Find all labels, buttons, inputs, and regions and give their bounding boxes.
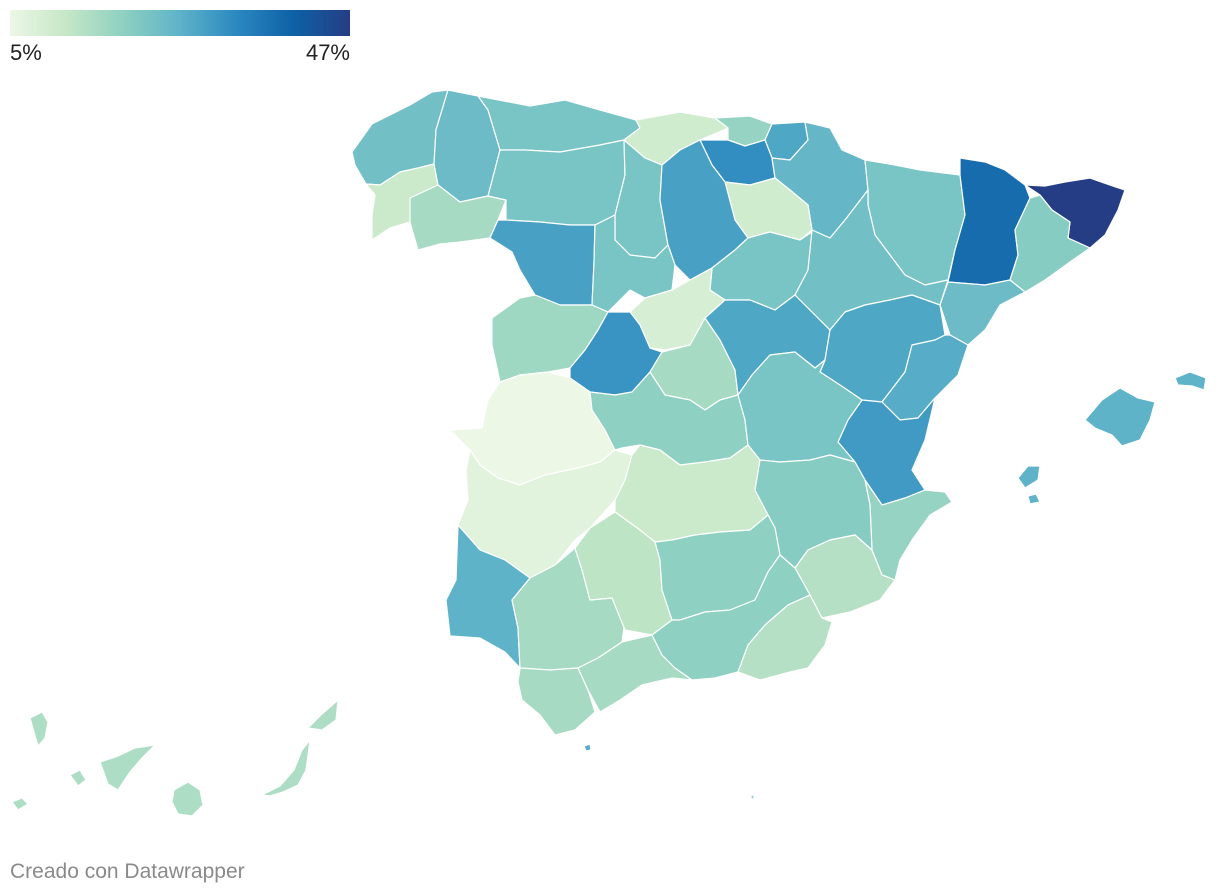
region-mallorca[interactable] [1084, 387, 1156, 447]
region-zamora[interactable] [489, 219, 596, 306]
region-menorca[interactable] [1174, 371, 1207, 391]
region-ibiza[interactable] [1017, 465, 1041, 505]
region-ceuta[interactable] [583, 743, 592, 752]
region-melilla[interactable] [750, 794, 755, 800]
region-las-palmas[interactable] [171, 699, 339, 817]
credit-text: Creado con Datawrapper [10, 860, 245, 883]
legend-min-label: 5% [10, 40, 42, 65]
region-leon[interactable] [487, 139, 626, 226]
legend-max-label: 47% [305, 40, 350, 65]
legend-gradient-bar [10, 10, 350, 36]
region-almeria[interactable] [737, 594, 833, 681]
color-legend: 5% 47% [10, 10, 350, 65]
region-cadiz[interactable] [517, 667, 596, 736]
region-santa-cruz-de-tenerife[interactable] [11, 711, 156, 811]
region-castellon[interactable] [881, 334, 969, 421]
region-barcelona[interactable] [1009, 194, 1091, 293]
region-tarragona[interactable] [939, 279, 1026, 346]
